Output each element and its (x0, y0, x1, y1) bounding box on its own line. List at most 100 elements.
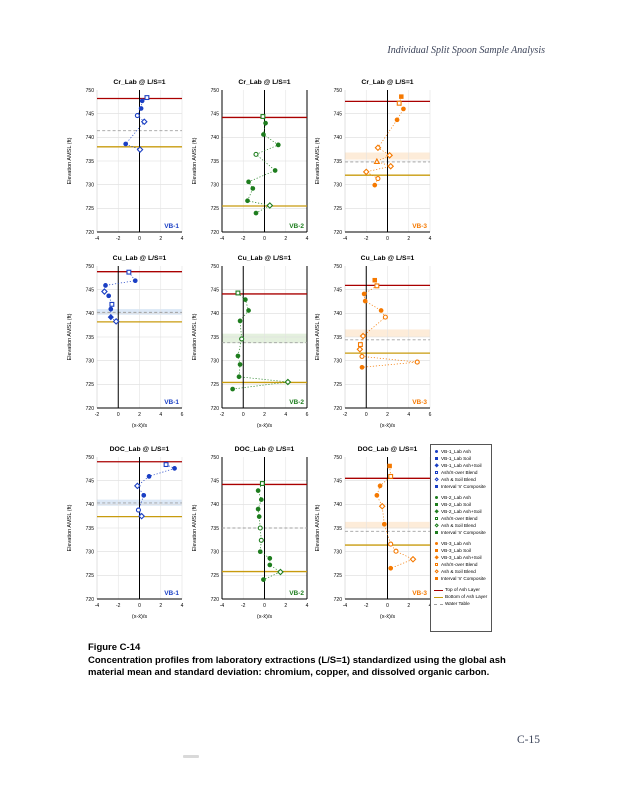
legend-marker-icon (434, 501, 439, 508)
y-axis-label: Elevation AMSL (ft) (67, 313, 73, 360)
footer-mark (183, 755, 199, 758)
legend-marker-icon (434, 561, 439, 568)
svg-text:4: 4 (429, 236, 432, 242)
svg-text:0: 0 (365, 412, 368, 418)
svg-text:6: 6 (306, 412, 309, 418)
site-label: VB-2 (289, 399, 304, 406)
svg-text:-2: -2 (220, 412, 225, 418)
legend-label: VB-3_Lab Ash (441, 541, 471, 546)
legend-item: Ash & Soil Blend (434, 476, 489, 483)
svg-text:730: 730 (86, 358, 95, 364)
legend-label: Interval 'n' Composite (441, 530, 486, 535)
y-axis-label: Elevation AMSL (ft) (192, 504, 198, 551)
svg-text:0: 0 (263, 603, 266, 609)
svg-text:2: 2 (284, 236, 287, 242)
site-label: VB-2 (289, 590, 304, 597)
svg-text:735: 735 (334, 335, 343, 341)
svg-text:740: 740 (211, 502, 220, 508)
svg-text:720: 720 (334, 597, 343, 603)
svg-text:6: 6 (429, 412, 432, 418)
legend-marker-icon (434, 540, 439, 547)
legend-label: VB-3_Lab Ash+Soil (441, 555, 482, 560)
legend-item: Interval 'n' Composite (434, 529, 489, 536)
svg-text:750: 750 (334, 455, 343, 461)
legend-label: Water Table (445, 601, 470, 606)
legend-item: Ash/X-over Blend (434, 561, 489, 568)
svg-text:720: 720 (211, 406, 220, 412)
site-label: VB-1 (164, 223, 179, 230)
svg-text:750: 750 (211, 455, 220, 461)
svg-text:720: 720 (334, 406, 343, 412)
x-axis-label: (x-x̄)/s (257, 423, 273, 429)
site-label: VB-1 (164, 590, 179, 597)
legend-label: Ash & Soil Blend (441, 569, 476, 574)
svg-text:725: 725 (86, 382, 95, 388)
svg-text:-4: -4 (343, 236, 348, 242)
svg-text:740: 740 (86, 135, 95, 141)
svg-text:725: 725 (334, 382, 343, 388)
plot-cu-vb-3: 750 745 740 735 730 725 720 -2 0 2 4 6 Cu_Lab @ L/S=… (311, 250, 439, 432)
svg-text:735: 735 (86, 526, 95, 532)
svg-text:720: 720 (86, 230, 95, 236)
svg-text:2: 2 (263, 412, 266, 418)
legend-item: VB-3_Lab Soil (434, 547, 489, 554)
svg-text:0: 0 (138, 236, 141, 242)
plot-cu-vb-1: 750 745 740 735 730 725 720 -2 0 2 4 6 Cu_Lab @ L/S=… (63, 250, 191, 432)
svg-text:4: 4 (181, 603, 184, 609)
legend-label: Top of Ash Layer (445, 587, 480, 592)
svg-text:735: 735 (211, 526, 220, 532)
svg-text:730: 730 (334, 182, 343, 188)
svg-text:720: 720 (211, 597, 220, 603)
svg-text:735: 735 (86, 159, 95, 165)
figure-legend: VB-1_Lab Ash VB-1_Lab Soil VB-1_Lab Ash+So… (430, 444, 492, 632)
svg-text:4: 4 (407, 412, 410, 418)
svg-text:0: 0 (386, 236, 389, 242)
plot-cu-vb-2: 750 745 740 735 730 725 720 -2 0 2 4 6 Cu_Lab @ L/S=… (188, 250, 316, 432)
svg-text:735: 735 (334, 159, 343, 165)
svg-text:0: 0 (386, 603, 389, 609)
svg-text:4: 4 (159, 412, 162, 418)
svg-text:-2: -2 (364, 603, 369, 609)
svg-text:730: 730 (86, 549, 95, 555)
x-axis-label: (x-x̄)/s (132, 423, 148, 429)
plot-title: DOC_Lab @ L/S=1 (358, 446, 418, 453)
legend-marker-icon (434, 494, 439, 501)
svg-text:720: 720 (86, 406, 95, 412)
svg-text:745: 745 (211, 478, 220, 484)
svg-text:730: 730 (211, 182, 220, 188)
legend-item: Interval 'n' Composite (434, 483, 489, 490)
legend-line-icon (434, 603, 443, 605)
site-label: VB-3 (412, 590, 427, 597)
svg-text:0: 0 (263, 236, 266, 242)
legend-label: Interval 'n' Composite (441, 576, 486, 581)
legend-marker-icon (434, 462, 439, 469)
svg-text:720: 720 (86, 597, 95, 603)
legend-item: Top of Ash Layer (434, 586, 489, 593)
plot-cr-vb-3: 750 745 740 735 730 725 720 -4 -2 0 2 4 Cr_Lab @ L/S… (311, 74, 439, 256)
svg-text:745: 745 (211, 287, 220, 293)
legend-line-icon (434, 596, 443, 598)
legend-item: Water Table (434, 600, 489, 607)
plot-title: Cr_Lab @ L/S=1 (113, 79, 165, 86)
svg-text:2: 2 (407, 236, 410, 242)
svg-text:6: 6 (181, 412, 184, 418)
plot-title: Cu_Lab @ L/S=1 (361, 255, 415, 262)
figure-caption: Figure C-14 Concentration profiles from … (88, 642, 540, 679)
svg-text:720: 720 (211, 230, 220, 236)
svg-text:-4: -4 (343, 603, 348, 609)
svg-text:745: 745 (334, 287, 343, 293)
plot-title: Cu_Lab @ L/S=1 (238, 255, 292, 262)
svg-text:-2: -2 (364, 236, 369, 242)
legend-marker-icon (434, 522, 439, 529)
svg-text:750: 750 (211, 264, 220, 270)
svg-text:4: 4 (306, 603, 309, 609)
plot-doc-vb-1: 750 745 740 735 730 725 720 -4 -2 0 2 4 DOC_Lab @ L/… (63, 441, 191, 623)
plot-title: DOC_Lab @ L/S=1 (235, 446, 295, 453)
legend-label: VB-1_Lab Ash (441, 449, 471, 454)
svg-text:745: 745 (86, 287, 95, 293)
legend-marker-icon (434, 455, 439, 462)
legend-item: Ash/X-over Blend (434, 469, 489, 476)
page-number: C-15 (517, 734, 540, 746)
x-axis-label: (x-x̄)/s (257, 614, 273, 620)
